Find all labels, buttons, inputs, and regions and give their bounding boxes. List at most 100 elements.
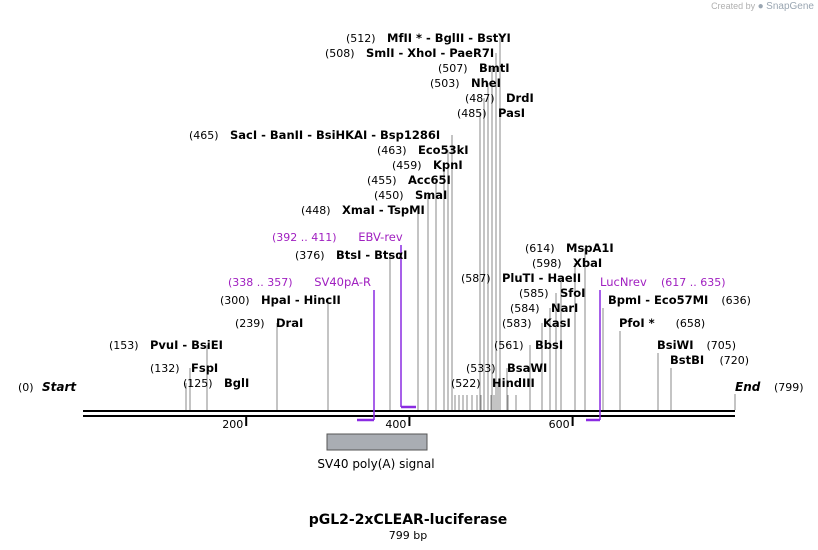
site-label-smai: (450) SmaI <box>374 188 447 202</box>
site-label-bbsi: (561) BbsI <box>494 338 563 352</box>
site-enzymes: PasI <box>498 106 525 120</box>
primer-range: (617 .. 635) <box>661 276 726 289</box>
site-position: (705) <box>707 339 737 352</box>
site-enzymes: SmlI - XhoI - PaeR7I <box>366 46 494 60</box>
start-label: Start <box>42 380 77 394</box>
site-position: (485) <box>457 107 487 120</box>
site-label-bpmi-eco57mi: BpmI - Eco57MI (636) <box>608 293 751 307</box>
site-label-mspa1i: (614) MspA1I <box>525 241 614 255</box>
site-label-xbai: (598) XbaI <box>532 256 602 270</box>
site-enzymes: NarI <box>551 301 578 315</box>
snapgene-credit: Created by ● SnapGene <box>711 1 814 12</box>
site-enzymes: SmaI <box>415 188 447 202</box>
site-label-smli-xhoi-paer7i: (508) SmlI - XhoI - PaeR7I <box>325 46 494 60</box>
site-label-sfoi: (585) SfoI <box>519 286 585 300</box>
site-enzymes: XmaI - TspMI <box>342 203 425 217</box>
feature-track: SV40 poly(A) signal <box>317 433 435 471</box>
tick-label-600: 600 <box>549 418 570 431</box>
site-label-pasi: (485) PasI <box>457 106 525 120</box>
primer-range: (392 .. 411) <box>272 231 337 244</box>
site-position: (720) <box>720 354 750 367</box>
site-enzymes: PvuI - BsiEI <box>150 338 223 352</box>
site-label-mfii-bglii-bstyi: (512) MfII * - BglII - BstYI <box>346 31 511 45</box>
site-position: (636) <box>721 294 751 307</box>
site-enzymes: PfoI * <box>619 316 655 330</box>
site-enzymes: KasI <box>543 316 571 330</box>
site-position: (561) <box>494 339 524 352</box>
primer-ebv-rev: (392 .. 411) EBV-rev <box>272 230 416 409</box>
site-label-hpai-hincii: (300) HpaI - HincII <box>220 293 341 307</box>
plasmid-length: 799 bp <box>389 529 427 542</box>
site-position: (587) <box>461 272 491 285</box>
site-enzymes: DrdI <box>506 91 534 105</box>
site-position: (239) <box>235 317 265 330</box>
site-label-kasi: (583) KasI <box>502 316 571 330</box>
primer-name: LucNrev <box>600 275 647 289</box>
site-position: (508) <box>325 47 355 60</box>
site-enzymes: HindIII <box>492 376 535 390</box>
site-position: (598) <box>532 257 562 270</box>
site-enzymes: Acc65I <box>408 173 451 187</box>
site-position: (487) <box>465 92 495 105</box>
site-enzymes: Eco53kI <box>418 143 469 157</box>
site-enzymes: BmtI <box>479 61 510 75</box>
site-position: (459) <box>392 159 422 172</box>
site-enzymes: PluTI - HaeII <box>502 271 581 285</box>
site-position: (658) <box>676 317 706 330</box>
site-position: (503) <box>430 77 460 90</box>
site-enzymes: SacI - BanII - BsiHKAI - Bsp1286I <box>230 128 440 142</box>
primer-name: SV40pA-R <box>314 275 371 289</box>
site-enzymes: HpaI - HincII <box>261 293 341 307</box>
site-enzymes: DraI <box>276 316 303 330</box>
site-position: (125) <box>183 377 213 390</box>
tick-label-200: 200 <box>222 418 243 431</box>
site-label-eco53ki: (463) Eco53kI <box>377 143 469 157</box>
primer-sv40pa-r: (338 .. 357) SV40pA-R <box>228 275 375 422</box>
end-position: (799) <box>774 381 804 394</box>
tick-label-400: 400 <box>385 418 406 431</box>
credit-prefix: Created by <box>711 1 756 11</box>
site-label-bmti: (507) BmtI <box>438 61 510 75</box>
site-label-pfoi: PfoI * (658) <box>619 316 705 330</box>
site-position: (583) <box>502 317 532 330</box>
site-label-saci-banii-bsihkai-bsp1286i: (465) SacI - BanII - BsiHKAI - Bsp1286I <box>189 128 440 142</box>
primer-markers: (392 .. 411) EBV-rev (338 .. 357) SV40pA-R L… <box>228 230 726 422</box>
site-leaders <box>185 38 736 410</box>
site-enzymes: BsiWI <box>657 338 694 352</box>
site-label-bstbi: BstBI (720) <box>670 353 749 367</box>
site-enzymes: NheI <box>471 76 501 90</box>
site-enzymes: BtsI - BtsαI <box>336 248 407 262</box>
site-position: (300) <box>220 294 250 307</box>
site-enzymes: BpmI - Eco57MI <box>608 293 708 307</box>
site-position: (448) <box>301 204 331 217</box>
site-enzymes: MfII * - BglII - BstYI <box>387 31 511 45</box>
site-label-bsiwi: BsiWI (705) <box>657 338 736 352</box>
site-position: (585) <box>519 287 549 300</box>
site-position: (512) <box>346 32 376 45</box>
site-label-fspi: (132) FspI <box>150 361 218 375</box>
site-position: (455) <box>367 174 397 187</box>
site-position: (614) <box>525 242 555 255</box>
sequence-backbone: 200 400 600 <box>83 410 735 431</box>
site-position: (507) <box>438 62 468 75</box>
feature-label: SV40 poly(A) signal <box>317 457 434 471</box>
credit-brand: SnapGene <box>766 1 814 12</box>
site-label-nhei: (503) NheI <box>430 76 501 90</box>
site-label-drdi: (487) DrdI <box>465 91 534 105</box>
site-label-pvui-bsiei: (153) PvuI - BsiEI <box>109 338 223 352</box>
primer-lucnrev: LucNrev (617 .. 635) <box>586 275 726 422</box>
site-enzymes: KpnI <box>433 158 463 172</box>
site-enzymes: MspA1I <box>566 241 614 255</box>
site-label-hindiii: (522) HindIII <box>451 376 535 390</box>
site-position: (463) <box>377 144 407 157</box>
site-enzymes: BsaWI <box>507 361 547 375</box>
site-label-xmai-tspmi: (448) XmaI - TspMI <box>301 203 425 217</box>
site-enzymes: SfoI <box>560 286 585 300</box>
site-position: (533) <box>466 362 496 375</box>
snapgene-logo-icon: ● <box>757 1 764 12</box>
plasmid-name: pGL2-2xCLEAR-luciferase <box>309 512 508 528</box>
site-enzymes: FspI <box>191 361 218 375</box>
end-label: End <box>735 380 761 394</box>
